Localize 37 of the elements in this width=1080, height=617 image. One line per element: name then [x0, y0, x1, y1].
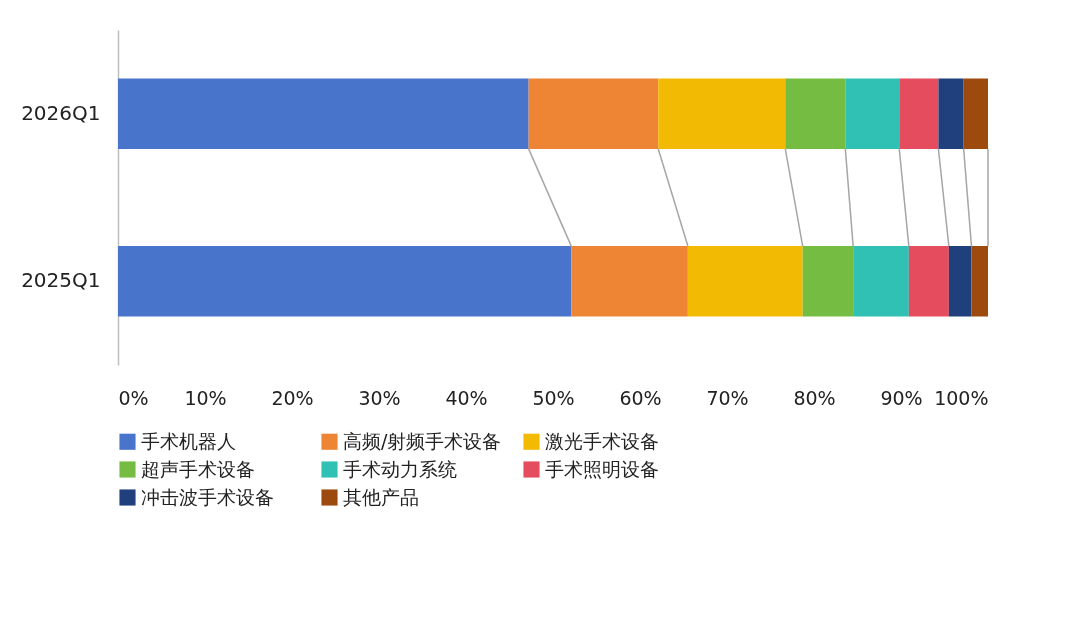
bar	[908, 246, 949, 317]
y-tick-label: 2026Q1	[21, 100, 101, 125]
x-tick-label: 30%	[358, 386, 401, 409]
x-tick-label: 10%	[184, 386, 227, 409]
x-tick-label: 50%	[532, 386, 575, 409]
legend-label: 手术机器人	[141, 429, 236, 452]
x-tick-label: 0%	[118, 386, 149, 409]
bar	[802, 246, 854, 317]
bar	[118, 78, 529, 149]
x-tick-label: 90%	[880, 386, 923, 409]
bar	[687, 246, 803, 317]
bar	[948, 246, 972, 317]
x-tick-label: 70%	[706, 386, 749, 409]
x-tick-label: 80%	[793, 386, 836, 409]
bar	[971, 246, 988, 317]
legend-label: 手术照明设备	[545, 457, 659, 480]
bar	[853, 246, 909, 317]
legend-label: 其他产品	[343, 485, 419, 508]
legend-label: 超声手术设备	[141, 457, 255, 480]
x-tick-label: 20%	[271, 386, 314, 409]
bar	[658, 78, 786, 149]
y-tick-label: 2025Q1	[21, 268, 101, 293]
x-tick-label: 100%	[934, 386, 989, 409]
bar	[528, 78, 659, 149]
bar	[118, 246, 572, 317]
bar	[785, 78, 846, 149]
x-tick-label: 60%	[619, 386, 662, 409]
legend-label: 冲击波手术设备	[141, 485, 274, 508]
legend-label: 高频/射频手术设备	[343, 429, 502, 452]
legend-label: 手术动力系统	[343, 457, 457, 480]
bar	[845, 78, 900, 149]
legend-label: 激光手术设备	[545, 429, 659, 452]
x-tick-label: 40%	[445, 386, 488, 409]
bar	[571, 246, 688, 317]
bar	[963, 78, 988, 149]
bar	[938, 78, 964, 149]
bar	[899, 78, 939, 149]
